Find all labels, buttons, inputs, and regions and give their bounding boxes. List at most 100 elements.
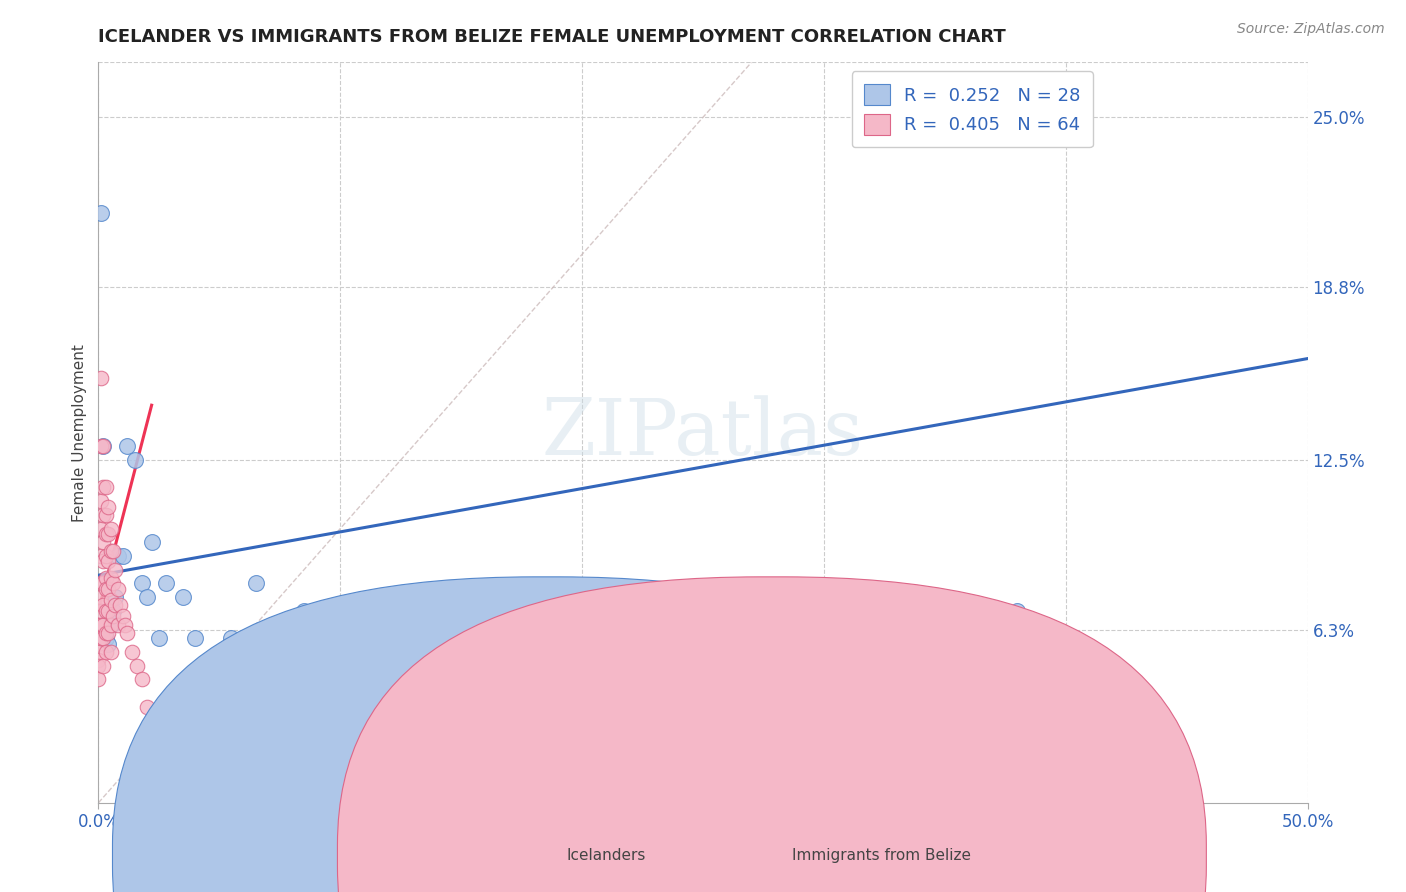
Point	[107, 617, 129, 632]
Point	[90, 206, 112, 220]
Point	[90, 604, 112, 618]
Point	[87, 653, 110, 667]
Point	[91, 632, 114, 646]
Point	[292, 604, 315, 618]
Point	[87, 617, 110, 632]
Point	[107, 582, 129, 596]
Point	[148, 632, 170, 646]
Point	[1007, 604, 1029, 618]
FancyBboxPatch shape	[337, 577, 1206, 892]
Point	[94, 527, 117, 541]
Text: ICELANDER VS IMMIGRANTS FROM BELIZE FEMALE UNEMPLOYMENT CORRELATION CHART: ICELANDER VS IMMIGRANTS FROM BELIZE FEMA…	[98, 28, 1007, 45]
Point	[94, 604, 117, 618]
Point	[124, 453, 146, 467]
Point	[104, 590, 127, 604]
Text: Icelanders: Icelanders	[567, 848, 645, 863]
Point	[91, 439, 114, 453]
Point	[135, 590, 157, 604]
Point	[107, 549, 129, 563]
Point	[111, 549, 134, 563]
Point	[101, 609, 124, 624]
Point	[97, 527, 120, 541]
Point	[121, 645, 143, 659]
Point	[100, 617, 122, 632]
Point	[91, 439, 114, 453]
Point	[87, 673, 110, 687]
Point	[108, 599, 131, 613]
Point	[91, 599, 114, 613]
Y-axis label: Female Unemployment: Female Unemployment	[72, 343, 87, 522]
Point	[117, 625, 139, 640]
Point	[135, 699, 157, 714]
Point	[100, 522, 122, 536]
Point	[94, 571, 117, 585]
Point	[104, 563, 127, 577]
Point	[90, 549, 112, 563]
Point	[111, 609, 134, 624]
Point	[87, 645, 110, 659]
Point	[269, 632, 291, 646]
Point	[94, 582, 117, 596]
Point	[90, 522, 112, 536]
Point	[90, 632, 112, 646]
Text: Source: ZipAtlas.com: Source: ZipAtlas.com	[1237, 22, 1385, 37]
Point	[131, 673, 153, 687]
Point	[94, 625, 117, 640]
Point	[90, 576, 112, 591]
Point	[90, 590, 112, 604]
Point	[316, 632, 339, 646]
Point	[131, 576, 153, 591]
Point	[94, 549, 117, 563]
Point	[87, 617, 110, 632]
Point	[114, 617, 136, 632]
Point	[91, 480, 114, 494]
Point	[100, 543, 122, 558]
Point	[101, 604, 124, 618]
Point	[87, 637, 110, 651]
Point	[94, 645, 117, 659]
Point	[155, 576, 177, 591]
Point	[87, 632, 110, 646]
Legend: R =  0.252   N = 28, R =  0.405   N = 64: R = 0.252 N = 28, R = 0.405 N = 64	[852, 71, 1092, 147]
FancyBboxPatch shape	[112, 577, 981, 892]
Point	[101, 543, 124, 558]
Point	[94, 508, 117, 522]
Point	[97, 604, 120, 618]
Point	[101, 576, 124, 591]
Point	[90, 371, 112, 385]
Point	[91, 658, 114, 673]
Point	[141, 535, 163, 549]
Point	[100, 593, 122, 607]
Point	[94, 632, 117, 646]
Point	[571, 645, 593, 659]
Point	[100, 645, 122, 659]
Point	[692, 617, 714, 632]
Point	[100, 617, 122, 632]
Point	[97, 500, 120, 514]
Point	[104, 599, 127, 613]
Point	[474, 617, 496, 632]
Point	[184, 632, 207, 646]
Point	[97, 582, 120, 596]
Text: Immigrants from Belize: Immigrants from Belize	[792, 848, 970, 863]
Point	[100, 571, 122, 585]
Point	[97, 554, 120, 568]
Point	[87, 658, 110, 673]
Point	[245, 576, 267, 591]
Point	[353, 617, 375, 632]
Point	[90, 617, 112, 632]
Point	[94, 480, 117, 494]
Point	[97, 625, 120, 640]
Point	[91, 508, 114, 522]
Point	[172, 590, 194, 604]
Point	[117, 439, 139, 453]
Point	[91, 535, 114, 549]
Point	[91, 554, 114, 568]
Point	[90, 439, 112, 453]
Point	[90, 494, 112, 508]
Point	[221, 632, 243, 646]
Text: ZIPatlas: ZIPatlas	[541, 395, 865, 470]
Point	[97, 637, 120, 651]
Point	[91, 576, 114, 591]
Point	[127, 658, 149, 673]
